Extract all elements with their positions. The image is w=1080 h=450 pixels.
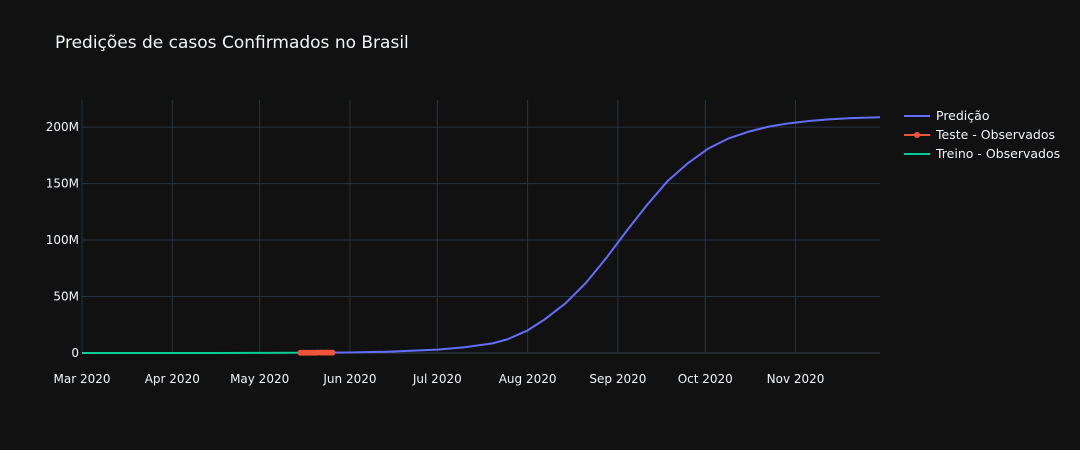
- series-lines: [82, 116, 881, 356]
- axis-labels: 0 50M 100M 150M 200M Mar 2020 Apr 2020 May 2020…: [46, 120, 825, 386]
- x-tick-label: Nov 2020: [767, 372, 825, 386]
- chart-title: Predições de casos Confirmados no Brasil: [55, 33, 409, 53]
- y-tick-label: 0: [71, 346, 79, 360]
- legend-swatch-predicao: [904, 114, 930, 117]
- x-tick-label: Mar 2020: [54, 372, 111, 386]
- grid-lines: [81, 100, 880, 354]
- y-tick-label: 50M: [53, 290, 79, 304]
- x-tick-label: Apr 2020: [145, 372, 200, 386]
- legend-swatch-treino: [904, 152, 930, 155]
- y-tick-label: 200M: [46, 120, 79, 134]
- x-tick-label: Sep 2020: [589, 372, 646, 386]
- x-tick-label: May 2020: [230, 372, 289, 386]
- legend-item-teste[interactable]: Teste - Observados: [902, 125, 1060, 144]
- series-line-predi-o[interactable]: [300, 116, 881, 354]
- legend-swatch-teste: [904, 131, 930, 138]
- data-point-teste-observados[interactable]: [329, 349, 336, 356]
- legend-label-teste: Teste - Observados: [936, 127, 1056, 142]
- legend-item-predicao[interactable]: Predição: [902, 106, 1060, 125]
- legend-label-predicao: Predição: [936, 108, 990, 123]
- x-tick-label: Jul 2020: [412, 372, 462, 386]
- x-tick-label: Oct 2020: [678, 372, 733, 386]
- legend-item-treino[interactable]: Treino - Observados: [902, 144, 1060, 163]
- x-tick-label: Aug 2020: [499, 372, 557, 386]
- legend-label-treino: Treino - Observados: [936, 146, 1061, 161]
- y-tick-label: 150M: [46, 177, 79, 191]
- legend[interactable]: Predição Teste - Observados Treino - Obs…: [902, 106, 1060, 163]
- x-tick-label: Jun 2020: [322, 372, 376, 386]
- y-tick-label: 100M: [46, 233, 79, 247]
